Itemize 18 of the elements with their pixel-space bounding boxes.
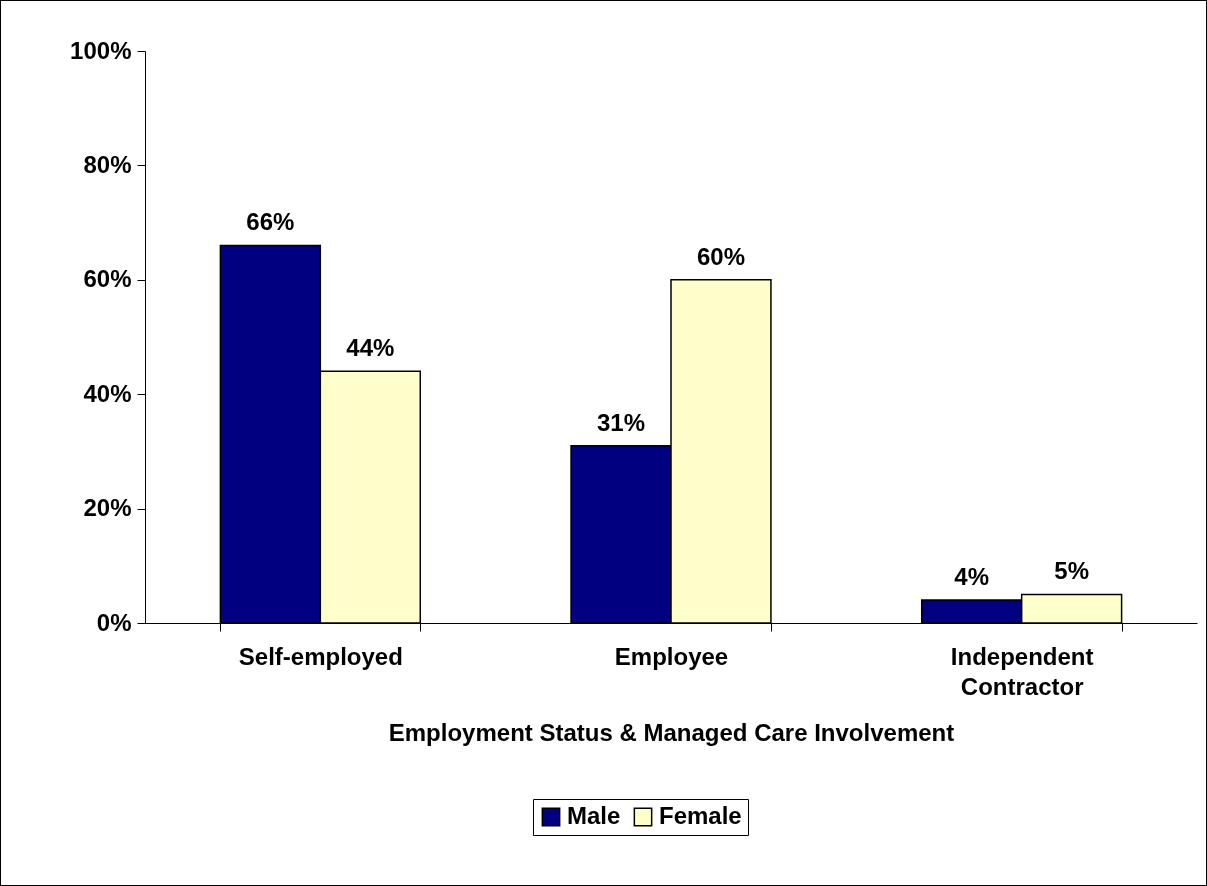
y-tick-label: 40% xyxy=(83,379,132,407)
y-tick-label: 0% xyxy=(96,608,132,636)
x-axis-title: Employment Status & Managed Care Involvement xyxy=(388,718,955,746)
legend-label: Male xyxy=(567,802,621,829)
x-tick-label: Employee xyxy=(614,642,729,670)
data-label: 44% xyxy=(346,334,395,362)
data-label: 60% xyxy=(696,242,745,270)
y-tick-label: 20% xyxy=(83,494,132,522)
x-tick-label: Independent Contractor xyxy=(950,642,1094,700)
y-tick-label: 100% xyxy=(70,36,132,64)
y-tick-label: 60% xyxy=(83,265,132,293)
legend-label: Female xyxy=(659,802,742,829)
data-label: 66% xyxy=(246,208,295,236)
x-tick-label: Self-employed xyxy=(238,642,403,670)
data-label: 4% xyxy=(954,563,990,591)
y-tick-label: 80% xyxy=(83,150,132,178)
data-label: 5% xyxy=(1054,557,1089,585)
data-label: 31% xyxy=(597,408,646,436)
